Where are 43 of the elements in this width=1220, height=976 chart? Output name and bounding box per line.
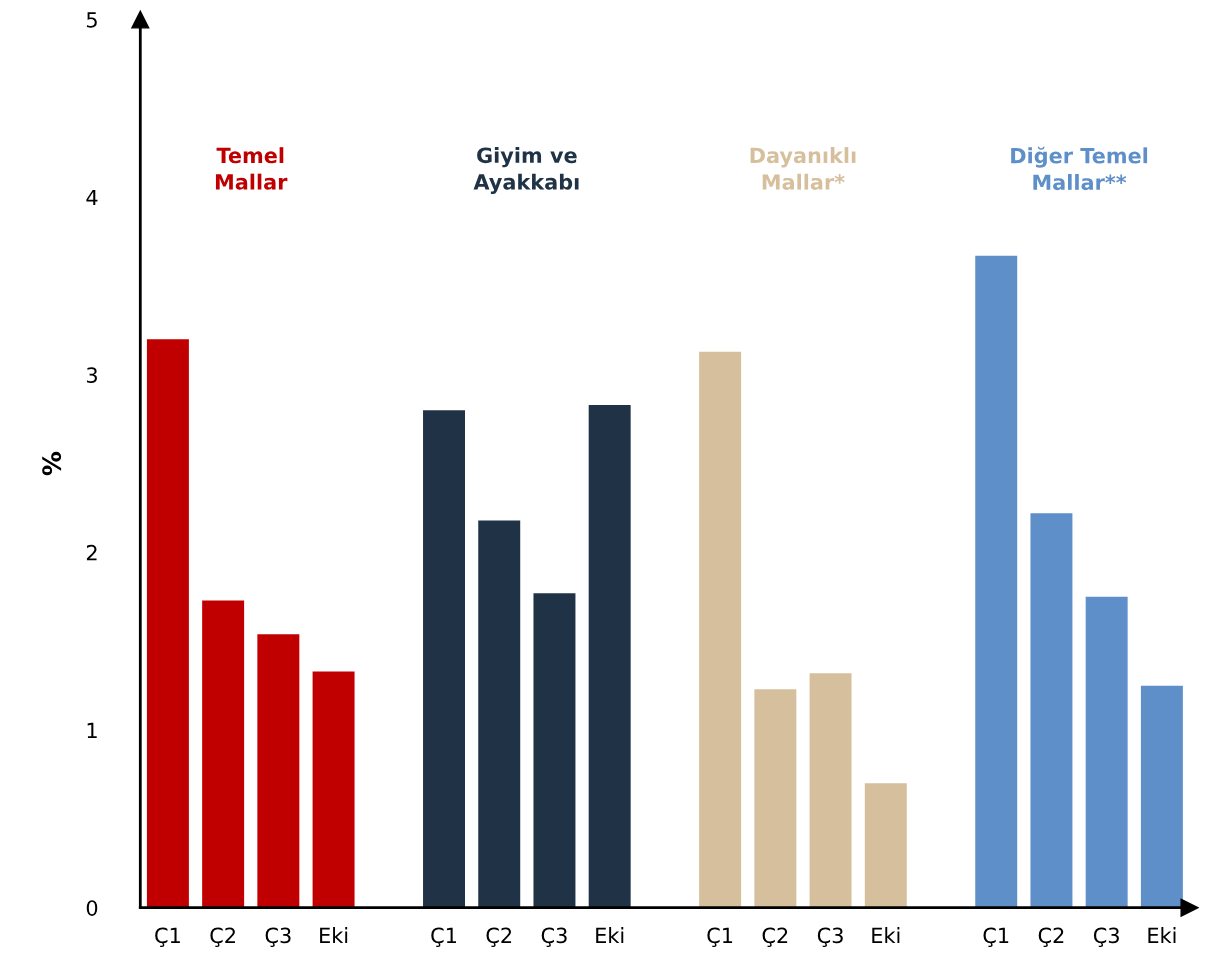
bar	[478, 520, 521, 908]
y-axis-title: %	[42, 451, 62, 476]
x-tick-label: Eki	[320, 927, 348, 943]
x-tick-label: Ç3	[1093, 927, 1119, 947]
bar	[312, 671, 355, 908]
x-tick-label: Ç3	[265, 927, 291, 947]
y-tick-label: 0	[86, 900, 98, 916]
y-tick-label: 2	[86, 544, 97, 561]
x-tick-label: Ç3	[541, 927, 567, 947]
text: Dayanıklı Mallar*	[750, 147, 856, 190]
text: Temel Mallar	[215, 147, 288, 190]
bar	[202, 600, 245, 908]
x-tick-label: Ç1	[431, 927, 456, 947]
bar	[864, 783, 907, 908]
x-tick-label: Ç1	[983, 927, 1009, 947]
bar	[533, 593, 576, 908]
text: Diğer Temel Mallar**	[1011, 146, 1148, 191]
x-tick-label: Ç2	[210, 927, 235, 947]
x-tick-label: Ç2	[762, 927, 788, 947]
y-tick-label: 1	[87, 722, 97, 738]
bar	[699, 351, 742, 908]
x-tick-label: Eki	[1148, 927, 1176, 943]
y-tick-label: 5	[86, 12, 97, 28]
bar	[809, 673, 852, 908]
y-tick-label: 3	[86, 367, 97, 383]
x-tick-label: Ç2	[486, 927, 512, 947]
y-tick-label: 4	[86, 189, 98, 206]
bar	[146, 339, 189, 908]
bar	[423, 410, 465, 908]
x-tick-label: Eki	[872, 927, 900, 943]
x-tick-label: Ç3	[817, 927, 843, 947]
bar	[588, 404, 631, 908]
x-tick-label: Eki	[596, 927, 624, 943]
x-tick-label: Ç1	[707, 927, 733, 947]
bar	[257, 634, 300, 908]
bar	[975, 255, 1018, 908]
text: Giyim ve Ayakkabı	[473, 147, 579, 194]
bar	[1085, 596, 1128, 908]
bar	[1140, 685, 1183, 908]
bar	[754, 689, 797, 908]
x-tick-label: Ç2	[1038, 927, 1064, 947]
bar	[1030, 513, 1073, 908]
x-tick-label: Ç1	[155, 927, 180, 947]
